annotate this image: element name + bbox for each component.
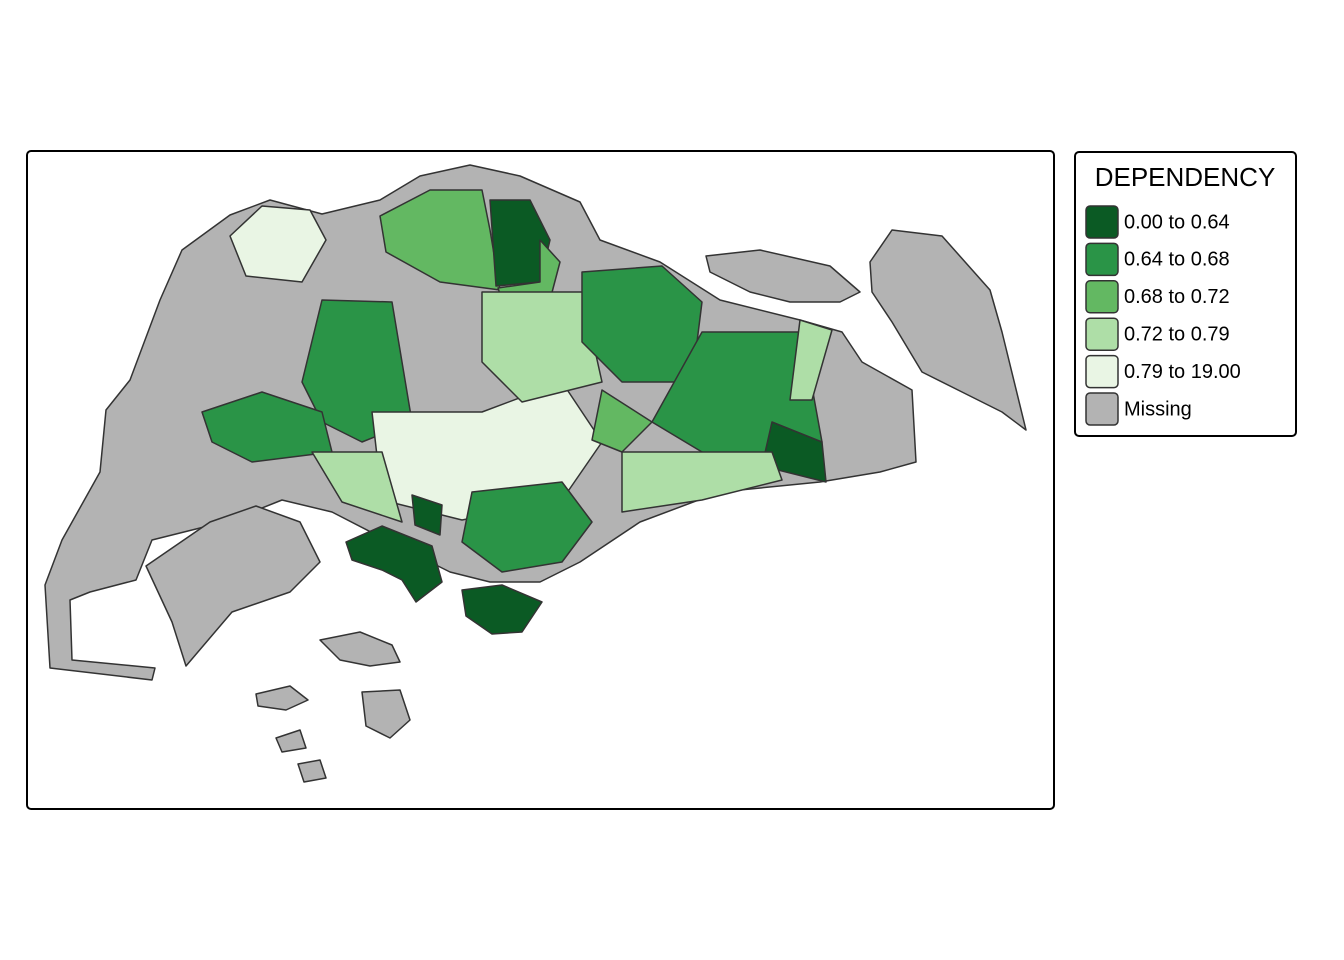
- region: [301, 299, 413, 443]
- region: [275, 729, 307, 753]
- region: [345, 525, 443, 603]
- legend-swatch: [1085, 354, 1119, 389]
- region: [297, 759, 327, 783]
- region: [145, 505, 321, 667]
- legend-items: 0.00 to 0.64 0.64 to 0.68 0.68 to 0.72 0.72…: [1085, 205, 1241, 426]
- legend-swatch: [1085, 280, 1119, 314]
- legend-label: 0.79 to 19.00: [1124, 361, 1241, 383]
- region: [789, 319, 833, 401]
- region: [411, 494, 443, 536]
- legend-label: Missing: [1124, 398, 1192, 420]
- legend-box: [1074, 151, 1297, 437]
- legend-swatch: [1085, 317, 1119, 351]
- region: [705, 249, 861, 303]
- legend-label: 0.00 to 0.64: [1124, 211, 1230, 233]
- region: [621, 451, 783, 513]
- region: [481, 291, 603, 403]
- region: [361, 689, 411, 739]
- region: [229, 205, 327, 283]
- legend-title: DEPENDENCY: [1095, 162, 1276, 192]
- map-regions: [44, 164, 1027, 783]
- region: [311, 451, 403, 523]
- region: [461, 584, 543, 635]
- region: [591, 389, 653, 453]
- region: [319, 631, 401, 667]
- region: [255, 685, 309, 711]
- legend-label: 0.72 to 0.79: [1124, 323, 1230, 345]
- legend-swatch: [1085, 392, 1119, 426]
- region: [461, 481, 593, 573]
- region: [869, 229, 1027, 431]
- legend-swatch: [1085, 205, 1119, 239]
- legend-label: 0.68 to 0.72: [1124, 286, 1230, 308]
- legend-label: 0.64 to 0.68: [1124, 249, 1230, 271]
- legend-swatch: [1085, 242, 1119, 277]
